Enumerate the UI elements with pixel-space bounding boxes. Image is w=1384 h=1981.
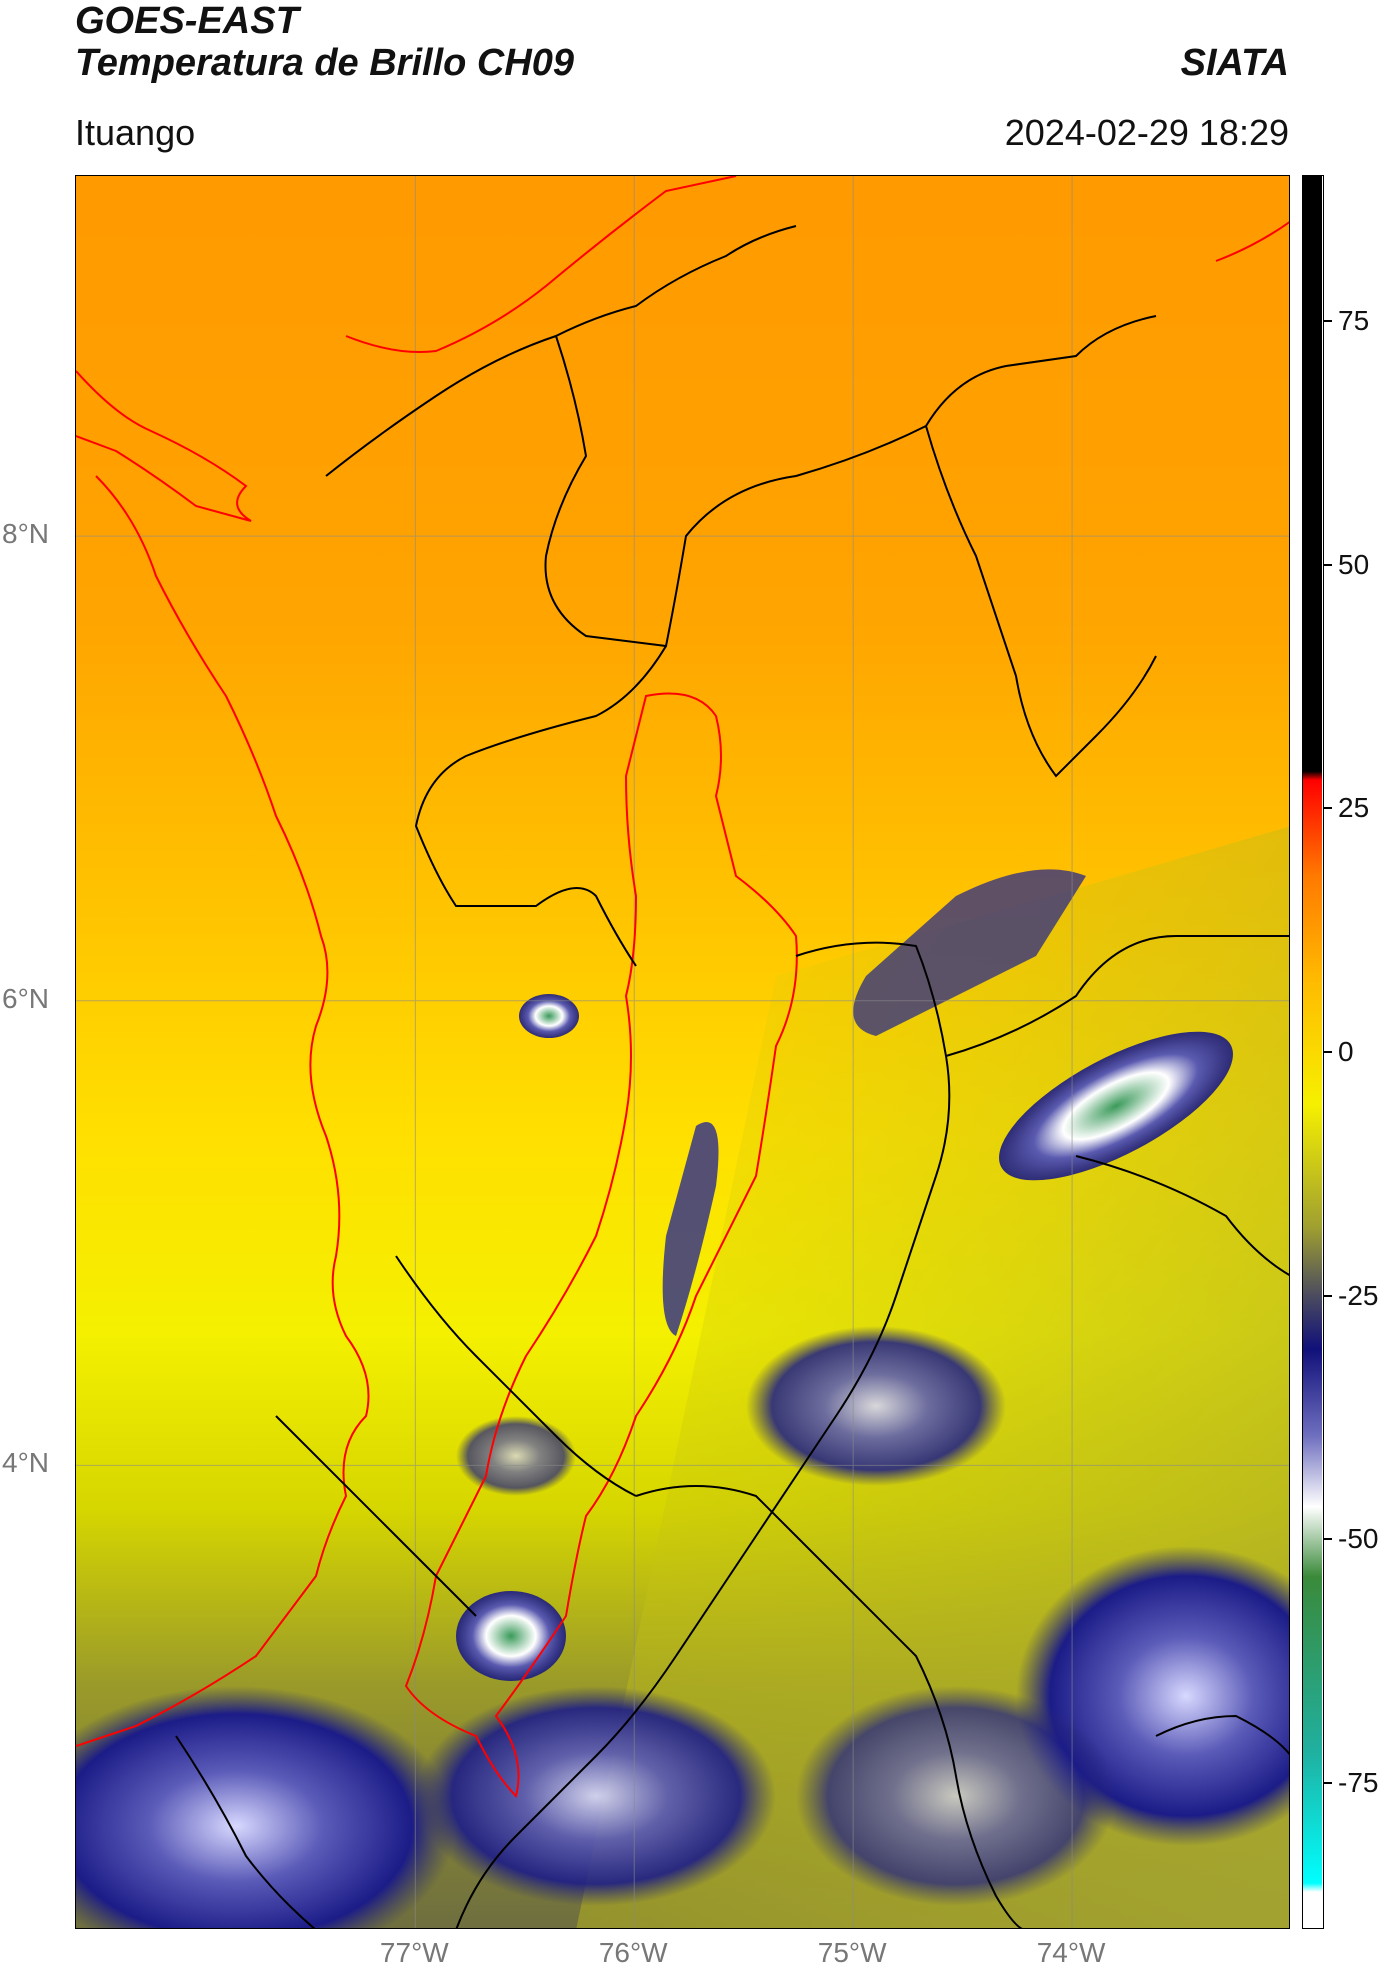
cloud-top-cluster-south bbox=[456, 1591, 566, 1681]
colorbar bbox=[1302, 175, 1324, 1929]
cloud-top-cluster-small bbox=[519, 994, 579, 1038]
colorbar-tick bbox=[1324, 1051, 1332, 1053]
lat-tick-label: 6°N bbox=[2, 982, 49, 1014]
product-title: Temperatura de Brillo CH09 bbox=[75, 42, 575, 84]
lon-tick-label: 76°W bbox=[598, 1937, 668, 1968]
colorbar-tick-label: -50 bbox=[1338, 1523, 1379, 1555]
map-panel bbox=[75, 175, 1290, 1929]
colorbar-tick bbox=[1324, 563, 1332, 566]
colorbar-tick-label: 50 bbox=[1338, 548, 1370, 580]
cloud-cluster-s bbox=[416, 1686, 776, 1906]
cloud-cluster-w bbox=[456, 1416, 576, 1496]
colorbar-tick-label: -75 bbox=[1338, 1766, 1379, 1798]
admin-borders bbox=[175, 225, 1289, 1928]
colorbar-svg bbox=[1303, 176, 1322, 1927]
cloud-cluster-sw bbox=[76, 1686, 456, 1928]
satellite-title: GOES-EAST bbox=[75, 0, 299, 42]
coastline bbox=[76, 370, 370, 1747]
coastline-ne bbox=[1215, 221, 1289, 262]
map-svg bbox=[76, 176, 1289, 1928]
cloud-top-cluster-east bbox=[999, 1031, 1233, 1181]
colorbar-tick-label: 75 bbox=[1338, 305, 1370, 337]
cloud-band-central bbox=[662, 1122, 719, 1336]
lon-tick-label: 75°W bbox=[817, 1937, 887, 1968]
colorbar-tick bbox=[1324, 320, 1332, 323]
colorbar-tick bbox=[1324, 807, 1332, 810]
lon-tick-label: 77°W bbox=[379, 1937, 449, 1968]
colorbar-tick bbox=[1324, 1538, 1332, 1541]
colorbar-tick-label: -25 bbox=[1338, 1279, 1379, 1311]
lat-tick-label: 8°N bbox=[2, 518, 49, 550]
coastline-north bbox=[345, 176, 737, 353]
datetime-label: 2024-02-29 18:29 bbox=[1004, 112, 1289, 153]
lat-tick-label: 4°N bbox=[2, 1447, 49, 1479]
cloud-cluster-mid bbox=[746, 1326, 1006, 1486]
brand-label: SIATA bbox=[1180, 42, 1289, 84]
colorbar-tick bbox=[1324, 1781, 1332, 1784]
lon-tick-label: 74°W bbox=[1036, 1937, 1106, 1968]
colorbar-gradient bbox=[1303, 176, 1322, 1927]
cloud-band-ne bbox=[853, 869, 1086, 1036]
colorbar-tick-label: 0 bbox=[1338, 1036, 1354, 1067]
location-label: Ituango bbox=[75, 112, 196, 153]
colorbar-tick-label: 25 bbox=[1338, 792, 1370, 824]
basin-outline bbox=[404, 692, 798, 1798]
cloud-cluster-s2 bbox=[796, 1686, 1116, 1906]
graticule bbox=[76, 176, 1289, 1928]
colorbar-tick bbox=[1324, 1294, 1332, 1297]
